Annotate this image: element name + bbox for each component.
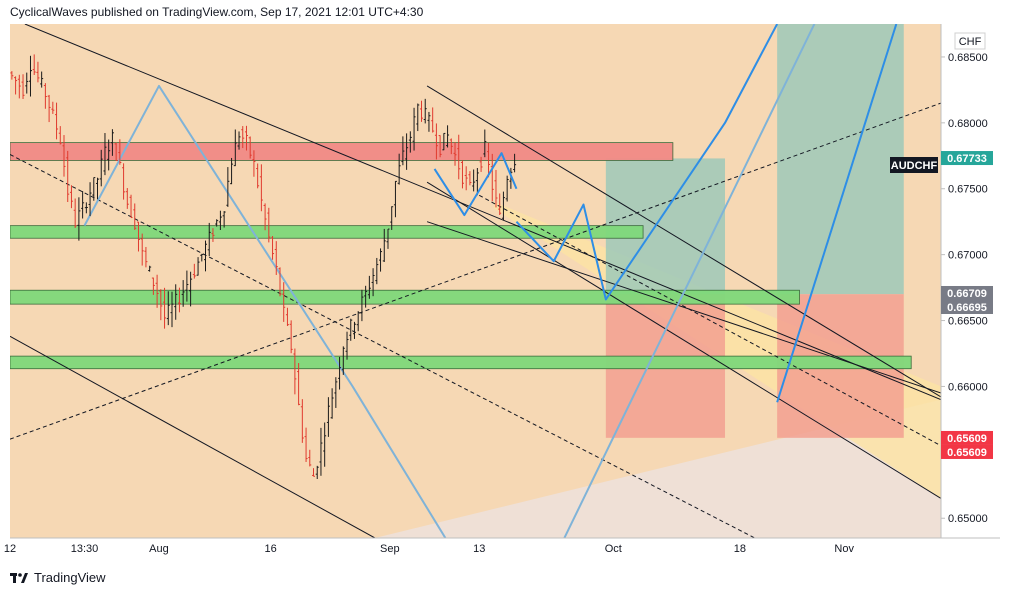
price-badge: [941, 151, 993, 166]
price-badge-label: 0.65609: [947, 447, 987, 459]
publish-info: CyclicalWaves published on TradingView.c…: [10, 5, 423, 19]
footer: TradingView: [10, 570, 106, 585]
price-badge: [941, 444, 993, 459]
publish-details: published on TradingView.com, Sep 17, 20…: [90, 5, 424, 19]
symbol-tag: AUDCHF: [890, 157, 938, 173]
inner-zigzag-line: [433, 152, 518, 217]
price-badge: [941, 285, 993, 300]
support-zone-2: [10, 289, 800, 305]
position-profit-zone-1: [777, 24, 904, 295]
trend-line-5: [426, 181, 941, 499]
price-badge: [941, 430, 993, 445]
x-tick-label: Oct: [605, 543, 622, 555]
price-badge: [941, 299, 993, 314]
trend-line-0: [24, 24, 941, 401]
footer-brand[interactable]: TradingView: [34, 570, 106, 585]
trend-lines: [10, 24, 941, 538]
x-tick-label: Sep: [380, 543, 400, 555]
projection-paths: [433, 24, 898, 403]
y-tick-label: 0.66500: [948, 316, 988, 328]
y-tick-label: 0.67000: [948, 250, 988, 262]
price-badges: 0.67733 0.66709 0.66695 0.65609 0.65609: [941, 151, 993, 459]
y-tick-label: 0.68500: [948, 52, 988, 64]
tradingview-logo-icon: [10, 572, 28, 583]
price-badge-label: 0.66695: [947, 302, 987, 314]
currency-box: [954, 32, 986, 50]
x-tick-label: 16: [265, 543, 277, 555]
candles: [10, 54, 517, 479]
trend-line-1: [10, 335, 376, 538]
symbol-tag-box: [890, 157, 938, 173]
trend-line-4: [426, 85, 941, 398]
x-axis[interactable]: 12 13:30 Aug 16 Sep 13 Oct 18 Nov: [4, 543, 855, 555]
symbol-label: AUDCHF: [891, 160, 938, 172]
currency-label: CHF: [959, 36, 982, 48]
cycle-zigzag-line: [83, 84, 447, 538]
y-tick-label: 0.68000: [948, 118, 988, 130]
price-badge-label: 0.67733: [947, 153, 987, 165]
price-badge-label: 0.66709: [947, 288, 987, 300]
x-tick-label: 12: [4, 543, 16, 555]
x-tick-label: Aug: [149, 543, 169, 555]
y-tick-label: 0.66000: [948, 381, 988, 393]
price-badge-label: 0.65609: [947, 433, 987, 445]
projection-path-line: [515, 24, 779, 301]
horizontal-zones: [10, 142, 912, 370]
publisher-name[interactable]: CyclicalWaves: [10, 5, 88, 19]
x-tick-label: 13:30: [71, 543, 99, 555]
projection-path-line-2: [776, 24, 898, 403]
cycle-zigzag-line-2: [563, 24, 816, 538]
support-zone-1: [10, 225, 644, 239]
support-zone-3: [10, 355, 912, 370]
x-tick-label: Nov: [834, 543, 854, 555]
trend-line-7: [426, 221, 941, 394]
trend-line-6: [478, 194, 941, 447]
x-tick-label: 18: [734, 543, 746, 555]
x-tick-label: 13: [473, 543, 485, 555]
y-axis[interactable]: 0.68500 0.68000 0.67500 0.67000 0.66500 0.660…: [941, 52, 988, 525]
y-tick-label: 0.65000: [948, 513, 988, 525]
y-tick-label: 0.67500: [948, 184, 988, 196]
resistance-zone-0: [10, 142, 674, 161]
trend-line-3: [10, 102, 941, 440]
